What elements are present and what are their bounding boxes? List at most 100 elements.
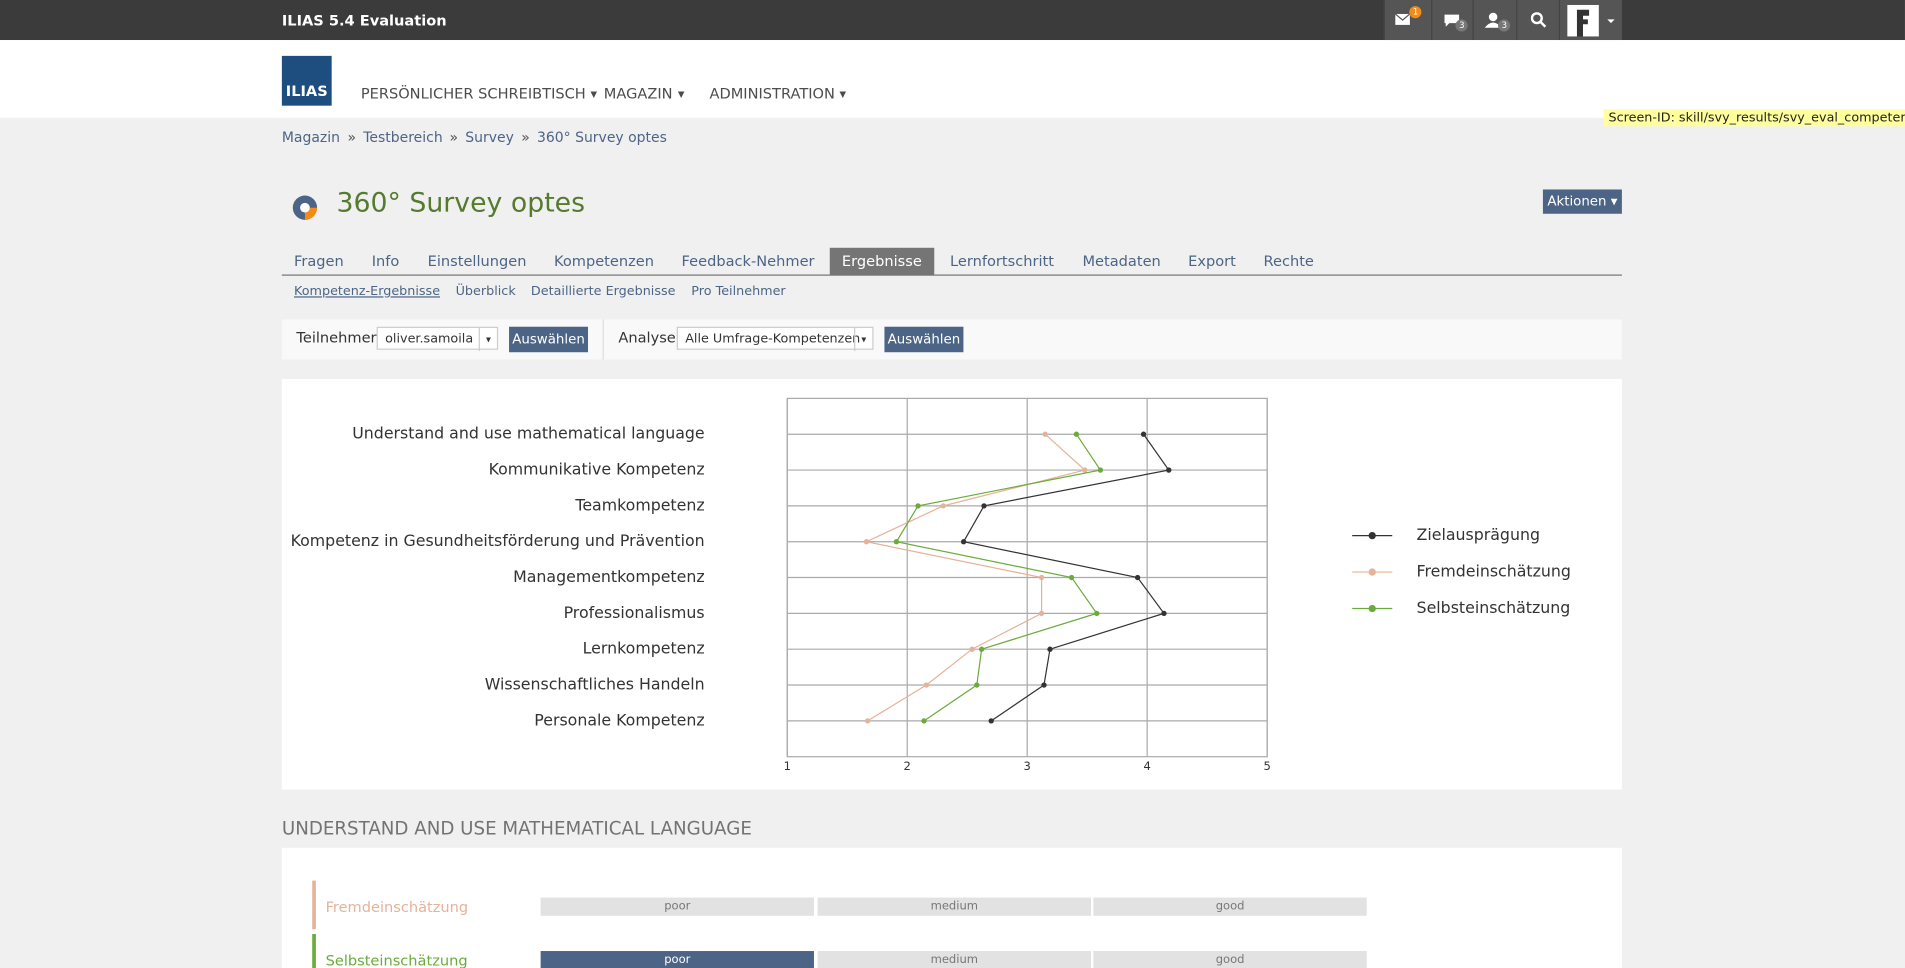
tab[interactable]: Metadaten — [1082, 252, 1161, 270]
actions-label: Aktionen — [1547, 193, 1607, 209]
chat-bubble — [1444, 14, 1460, 27]
x-tick-label: 5 — [1263, 759, 1270, 773]
series-point — [1166, 467, 1172, 473]
tab[interactable]: Ergebnisse — [829, 247, 934, 275]
chat-badge: 3 — [1455, 19, 1469, 32]
series-point — [864, 718, 871, 724]
select-button[interactable]: Auswählen — [884, 326, 964, 353]
rating-level: good — [1093, 897, 1367, 916]
installation-title: ILIAS 5.4 Evaluation — [281, 12, 447, 30]
rating-level: good — [1093, 951, 1367, 968]
tab[interactable]: Export — [1188, 252, 1236, 270]
rating-level: poor — [540, 951, 814, 968]
select-button[interactable]: Auswählen — [509, 326, 589, 353]
rating-level: medium — [817, 951, 1091, 968]
tab[interactable]: Kompetenzen — [553, 252, 654, 270]
breadcrumb-separator: » — [347, 128, 357, 146]
tab[interactable]: Rechte — [1263, 252, 1314, 270]
mail-badge: 1 — [1409, 6, 1423, 19]
series-point — [978, 646, 985, 652]
tab[interactable]: Fragen — [294, 252, 344, 270]
screen-id: Screen-ID: skill/svy_results/svy_eval_co… — [1603, 109, 1905, 127]
section-title: UNDERSTAND AND USE MATHEMATICAL LANGUAGE — [281, 817, 752, 840]
tab[interactable]: Lernfortschritt — [950, 252, 1054, 270]
row-marker — [312, 934, 316, 968]
rating-level: poor — [540, 897, 814, 916]
series-point — [1073, 431, 1080, 437]
analysis-select[interactable]: Alle Umfrage-Kompetenzen ▾ — [676, 326, 874, 352]
legend-point — [1368, 531, 1376, 540]
nav-item[interactable]: PERSÖNLICHER SCHREIBTISCH — [360, 85, 586, 103]
divider — [602, 319, 604, 360]
legend-label: Zielausprägung — [1417, 525, 1540, 544]
series-point — [974, 682, 980, 688]
x-tick-label: 4 — [1143, 759, 1150, 773]
chart: Understand and use mathematical language… — [291, 397, 1571, 773]
series-point — [1082, 467, 1088, 473]
avatar — [1567, 4, 1615, 37]
subtab[interactable]: Kompetenz-Ergebnisse — [294, 284, 441, 299]
breadcrumb[interactable]: Survey — [465, 128, 514, 146]
subtab[interactable]: Überblick — [455, 284, 516, 299]
nav-item[interactable]: ADMINISTRATION — [709, 85, 835, 103]
analysis-value: Alle Umfrage-Kompetenzen — [685, 331, 861, 347]
page-title: 360° Survey optes — [336, 188, 586, 219]
y-tick-label: Lernkompetenz — [583, 639, 705, 658]
contacts-badge: 3 — [1497, 19, 1511, 32]
subtab[interactable]: Detaillierte Ergebnisse — [530, 284, 676, 299]
actions-button[interactable]: Aktionen ▾ — [1542, 189, 1622, 214]
tab[interactable]: Einstellungen — [427, 252, 527, 270]
user-menu[interactable] — [1558, 0, 1623, 41]
series-point — [1094, 610, 1100, 617]
legend-point — [1368, 604, 1376, 613]
breadcrumb[interactable]: 360° Survey optes — [536, 128, 667, 146]
tab[interactable]: Feedback-Nehmer — [681, 252, 815, 270]
tab[interactable]: Info — [371, 252, 400, 270]
breadcrumb-separator: » — [449, 128, 459, 146]
participant-label: Teilnehmer — [296, 329, 377, 347]
nav-caret: ▼ — [590, 89, 597, 100]
contacts-icon[interactable]: 3 — [1472, 0, 1517, 41]
row-label: Selbsteinschätzung — [325, 952, 468, 968]
nav-item[interactable]: MAGAZIN — [603, 85, 673, 103]
series-point — [1140, 431, 1147, 437]
breadcrumb[interactable]: Magazin — [281, 128, 340, 146]
series-point — [1038, 610, 1045, 617]
legend-label: Selbsteinschätzung — [1417, 598, 1571, 617]
chart-panel: Understand and use mathematical language… — [281, 378, 1622, 790]
nav-caret: ▼ — [839, 89, 847, 100]
chat-icon[interactable]: 3 — [1431, 0, 1474, 41]
y-tick-label: Wissenschaftliches Handeln — [485, 675, 705, 694]
series-point — [981, 503, 987, 509]
x-tick-label: 1 — [784, 759, 791, 773]
row-label: Fremdeinschätzung — [325, 898, 469, 916]
legend-point — [1368, 568, 1376, 576]
nav-caret: ▼ — [677, 89, 685, 100]
series-point — [863, 539, 870, 545]
magnifier — [1530, 12, 1547, 28]
series-point — [1047, 646, 1053, 652]
breadcrumb-separator: » — [521, 128, 530, 146]
series-point — [1161, 610, 1167, 617]
series-point — [893, 539, 900, 545]
subtab[interactable]: Pro Teilnehmer — [691, 284, 786, 299]
top-icons: 1 3 3 — [1383, 0, 1623, 41]
row-marker — [312, 880, 316, 930]
y-tick-label: Kommunikative Kompetenz — [489, 460, 705, 479]
mail-icon[interactable]: 1 — [1383, 0, 1433, 41]
search-icon[interactable] — [1516, 0, 1560, 41]
tab-line — [281, 274, 1622, 276]
envelope — [1394, 13, 1411, 25]
survey-icon — [292, 195, 318, 220]
dropdown-arrow: ▾ — [478, 327, 497, 352]
breadcrumb[interactable]: Testbereich — [363, 128, 443, 146]
legend-label: Fremdeinschätzung — [1417, 562, 1571, 581]
logo[interactable]: ILIAS — [281, 55, 332, 106]
series-point — [1097, 467, 1104, 473]
series-point — [923, 682, 930, 688]
x-tick-label: 2 — [904, 759, 911, 773]
dropdown-arrow: ▾ — [854, 327, 872, 352]
participant-select[interactable]: oliver.samoila ▾ — [376, 326, 499, 352]
